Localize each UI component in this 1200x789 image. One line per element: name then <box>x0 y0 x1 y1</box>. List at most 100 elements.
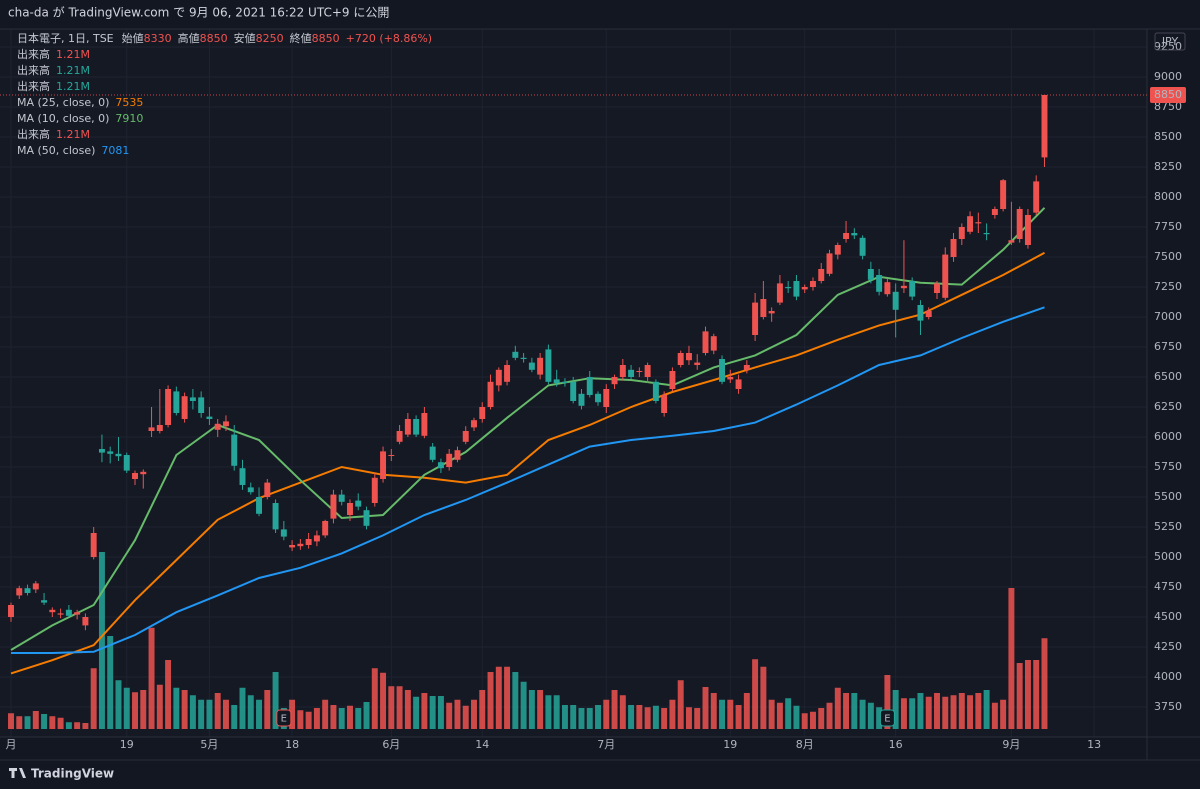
volume-bar <box>917 693 924 729</box>
y-tick-label: 4250 <box>1154 640 1182 653</box>
volume-bar <box>752 659 759 729</box>
candle-body <box>785 287 792 289</box>
change: +720 (+8.86%) <box>346 32 432 45</box>
candle-body <box>16 588 23 596</box>
volume-bar <box>991 702 998 729</box>
volume-bar <box>834 687 841 729</box>
volume-bar <box>462 705 469 729</box>
volume-bar <box>628 705 635 729</box>
candle-body <box>570 381 577 401</box>
candle-body <box>1041 95 1048 158</box>
legend-line: 出来高 1.21M <box>17 127 90 141</box>
candle-body <box>371 477 378 503</box>
volume-bar <box>305 711 312 729</box>
y-tick-label: 4500 <box>1154 610 1182 623</box>
candle-body <box>206 416 213 419</box>
candle-body <box>404 419 411 435</box>
earnings-marker: E <box>884 714 890 725</box>
candle-body <box>388 455 395 456</box>
volume-bar <box>710 693 717 729</box>
legend-value: 7081 <box>101 144 129 157</box>
volume-bar <box>578 708 585 729</box>
volume-bar <box>454 699 461 729</box>
candle-body <box>90 533 97 557</box>
volume-bar <box>867 702 874 729</box>
earnings-marker: E <box>281 714 287 725</box>
volume-bar <box>8 713 14 729</box>
volume-bar <box>198 699 205 729</box>
candle-body <box>545 349 552 382</box>
candle-body <box>297 543 304 547</box>
y-tick-label: 7000 <box>1154 310 1182 323</box>
volume-bar <box>206 699 213 729</box>
legend-name: 出来高 <box>17 79 50 93</box>
y-tick-label: 4000 <box>1154 670 1182 683</box>
y-tick-label: 8250 <box>1154 160 1182 173</box>
candle-body <box>752 302 759 335</box>
legend-name: 出来高 <box>17 127 50 141</box>
candle-body <box>843 233 850 239</box>
volume-bar <box>925 696 932 729</box>
ma-line <box>11 306 1045 654</box>
legend-line: 日本電子, 1日, TSE 始値8330 高値8850 安値8250 終値8850 +72… <box>17 31 432 45</box>
volume-bar <box>826 702 833 729</box>
volume-bar <box>214 693 221 729</box>
x-tick-label: 19 <box>120 738 134 751</box>
y-tick-label: 6750 <box>1154 340 1182 353</box>
legend-name: 出来高 <box>17 63 50 77</box>
legend-name: MA (50, close) <box>17 144 95 157</box>
candle-body <box>363 510 370 526</box>
candle-body <box>24 588 31 593</box>
volume-bar <box>528 690 535 729</box>
candle-body <box>793 281 800 297</box>
candle-body <box>1033 181 1040 213</box>
volume-bar <box>983 690 990 729</box>
volume-bar <box>702 687 709 729</box>
axes: 3750 4000 4250 4500 4750 5000 5250 5500 5750 6000… <box>0 40 1186 751</box>
header: cha-da が TradingView.com で 9月 06, 2021 1… <box>8 5 389 20</box>
candles <box>8 95 1048 631</box>
candle-body <box>322 521 329 536</box>
y-tick-label: 7500 <box>1154 250 1182 263</box>
candle-body <box>561 381 568 383</box>
candle-body <box>768 311 775 314</box>
legend-line: 出来高 1.21M <box>17 79 90 93</box>
candle-body <box>156 425 163 431</box>
candle-body <box>471 420 477 428</box>
volume-bar <box>801 713 808 729</box>
volume-bar <box>900 698 907 729</box>
candle-body <box>595 393 601 403</box>
volume-bar <box>82 723 89 729</box>
candle-body <box>272 503 279 530</box>
footer-logo <box>9 768 26 778</box>
ohlc-label: 高値 <box>178 31 200 45</box>
legend-value: 1.21M <box>56 64 90 77</box>
candle-body <box>446 453 453 467</box>
volume-bar <box>396 686 403 729</box>
volume-bar <box>264 690 271 729</box>
volume-bar <box>884 675 891 729</box>
volume-bar <box>677 680 684 729</box>
volume-bar <box>16 716 23 729</box>
volume-bar <box>181 690 188 729</box>
x-tick-label: 5月 <box>200 738 218 751</box>
legend-symbol: 日本電子, 1日, TSE <box>17 31 114 45</box>
volume-bar <box>123 687 130 729</box>
volume-bar <box>958 693 965 729</box>
volume-bar <box>65 722 72 729</box>
volume-bar <box>98 552 105 729</box>
candle-body <box>644 365 651 377</box>
candle-body <box>810 281 816 287</box>
volume-bar <box>437 696 444 729</box>
volume-bar <box>355 708 362 729</box>
volume-bar <box>851 693 858 729</box>
volume-bar <box>297 710 304 729</box>
candle-body <box>495 369 502 386</box>
candle-body <box>1008 240 1015 243</box>
volume-bar <box>1033 660 1040 729</box>
volume-bar <box>148 627 155 729</box>
candle-body <box>181 396 188 419</box>
candle-body <box>1000 180 1007 209</box>
volume-bar <box>595 705 601 729</box>
